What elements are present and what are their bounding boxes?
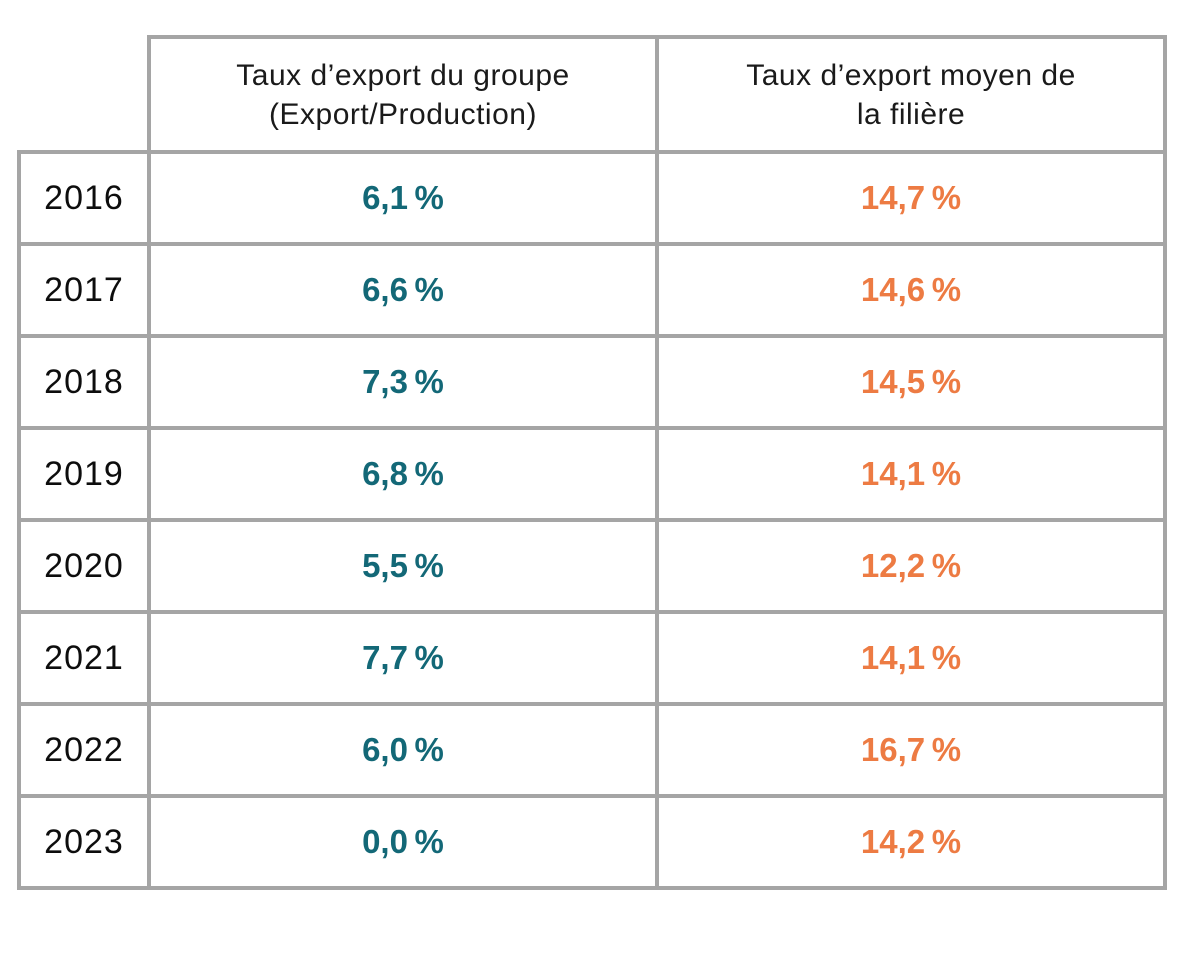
table-row-2019: 2019 6,8 % 14,1 %	[17, 426, 1167, 522]
group-export-rate-value: 6,8 %	[147, 426, 659, 522]
table-row-2018: 2018 7,3 % 14,5 %	[17, 334, 1167, 430]
table-row-2020: 2020 5,5 % 12,2 %	[17, 518, 1167, 614]
header-line: la filière	[856, 97, 966, 131]
year-label: 2018	[17, 334, 151, 430]
group-export-rate-value: 6,1 %	[147, 150, 659, 246]
sector-export-rate-value: 14,7 %	[655, 150, 1167, 246]
year-label: 2017	[17, 242, 151, 338]
sector-export-rate-value: 14,1 %	[655, 610, 1167, 706]
year-label: 2019	[17, 426, 151, 522]
year-label: 2020	[17, 518, 151, 614]
sector-export-rate-value: 14,1 %	[655, 426, 1167, 522]
export-rate-table: Taux d’export du groupe (Export/Producti…	[17, 35, 1167, 890]
table-row-2022: 2022 6,0 % 16,7 %	[17, 702, 1167, 798]
header-line: Taux d’export moyen de	[746, 58, 1076, 92]
year-label: 2021	[17, 610, 151, 706]
year-label: 2016	[17, 150, 151, 246]
sector-export-rate-value: 14,5 %	[655, 334, 1167, 430]
column-header-sector-average-export-rate: Taux d’export moyen de la filière	[655, 35, 1167, 154]
sector-export-rate-value: 16,7 %	[655, 702, 1167, 798]
year-label: 2022	[17, 702, 151, 798]
sector-export-rate-value: 14,6 %	[655, 242, 1167, 338]
table-row-2023: 2023 0,0 % 14,2 %	[17, 794, 1167, 890]
sector-export-rate-value: 12,2 %	[655, 518, 1167, 614]
header-line: (Export/Production)	[269, 97, 537, 131]
group-export-rate-value: 7,7 %	[147, 610, 659, 706]
table-header: Taux d’export du groupe (Export/Producti…	[19, 35, 1167, 154]
table-row-2016: 2016 6,1 % 14,7 %	[17, 150, 1167, 246]
year-label: 2023	[17, 794, 151, 890]
header-line: Taux d’export du groupe	[236, 58, 570, 92]
corner-cell	[19, 37, 149, 152]
column-header-group-export-rate: Taux d’export du groupe (Export/Producti…	[147, 35, 659, 154]
group-export-rate-value: 6,6 %	[147, 242, 659, 338]
table-body: 2016 6,1 % 14,7 % 2017 6,6 % 14,6 % 2018…	[17, 150, 1167, 890]
group-export-rate-value: 5,5 %	[147, 518, 659, 614]
group-export-rate-value: 0,0 %	[147, 794, 659, 890]
table-row-2017: 2017 6,6 % 14,6 %	[17, 242, 1167, 338]
sector-export-rate-value: 14,2 %	[655, 794, 1167, 890]
table-row-2021: 2021 7,7 % 14,1 %	[17, 610, 1167, 706]
header-row: Taux d’export du groupe (Export/Producti…	[19, 35, 1167, 154]
group-export-rate-value: 6,0 %	[147, 702, 659, 798]
group-export-rate-value: 7,3 %	[147, 334, 659, 430]
